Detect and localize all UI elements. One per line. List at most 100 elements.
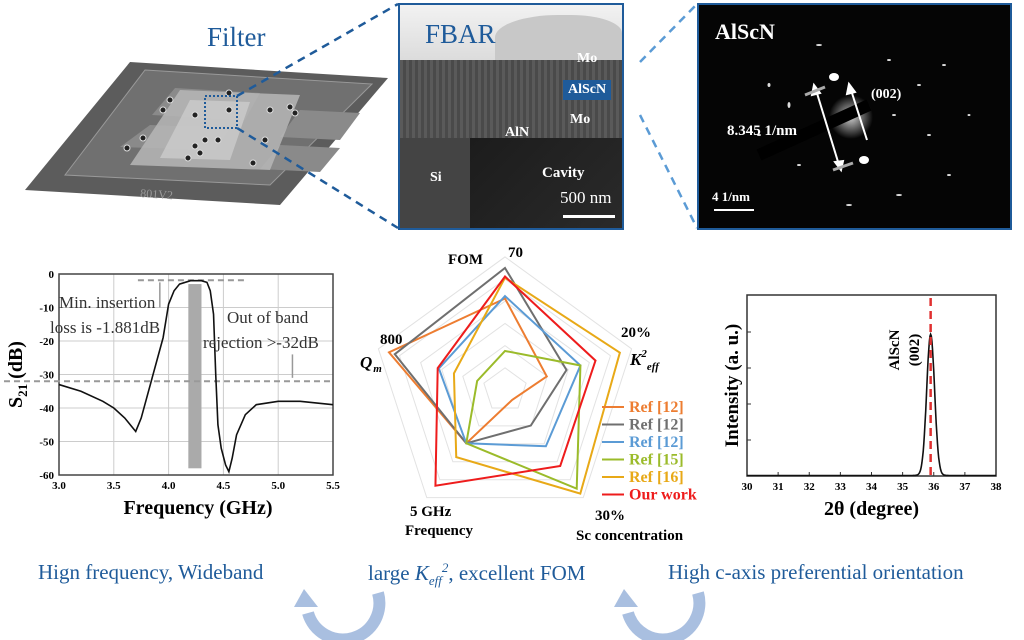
x-tick-label: 31	[773, 481, 784, 493]
tem-scale-bar-label: 4 1/nm	[712, 189, 750, 204]
x-tick-label: 37	[959, 481, 971, 493]
caption-large-keff: large Keff2, excellent FOM	[368, 560, 585, 589]
radar-chart: FOM 70 20% K2eff 30% Sc concentration 5 GHz Fre…	[360, 245, 697, 544]
annotation-text: loss is -1.881dB	[50, 318, 160, 337]
legend-label: Ref [12]	[629, 434, 684, 451]
axis-max-freq: 5 GHz	[410, 504, 452, 520]
axis-label-sc: Sc concentration	[576, 528, 684, 544]
sem-label-si: Si	[430, 170, 442, 185]
tem-plane-label: (002)	[871, 87, 902, 102]
legend-label: Ref [16]	[629, 469, 684, 486]
x-tick-label: 3.0	[52, 480, 66, 492]
x-tick-label: 5.5	[326, 480, 340, 492]
x-tick-label: 32	[804, 481, 816, 493]
y-axis-label: Intensity (a. u.)	[722, 324, 743, 448]
caption-prefix: large	[368, 561, 415, 585]
x-tick-label: 3.5	[107, 480, 121, 492]
sem-label-mo-bottom: Mo	[570, 112, 591, 127]
x-tick-label: 30	[742, 481, 754, 493]
keff-sub: eff	[647, 361, 660, 373]
plot-frame	[58, 273, 334, 476]
legend-label: Ref [15]	[629, 452, 684, 469]
axis-max-fom: 70	[508, 245, 523, 261]
s21-curve	[58, 279, 334, 474]
caption-sub: eff	[428, 573, 442, 589]
legend-label: Ref [12]	[629, 417, 684, 434]
x-axis-label: Frequency (GHz)	[123, 497, 272, 519]
passband-bar	[188, 284, 202, 469]
y-tick-label: -30	[39, 370, 54, 382]
caption-c-axis: High c-axis preferential orientation	[668, 560, 964, 584]
arrow-head-icon	[294, 589, 318, 607]
radar-series-3	[465, 349, 582, 491]
qm-q: Q	[360, 353, 372, 372]
y-axis-label-main: S	[5, 397, 27, 408]
y-tick-label: 0	[49, 269, 55, 281]
x-tick-label: 36	[928, 481, 940, 493]
qm-sub: m	[373, 363, 382, 375]
plot-frame	[746, 294, 997, 477]
radar-series-1	[393, 266, 568, 445]
sem-label-aln: AlN	[505, 125, 530, 140]
y-tick-label: -10	[39, 303, 54, 315]
axis-label-qm: Qm	[360, 353, 382, 375]
annotation-text: Out of band	[227, 308, 309, 327]
radar-grid-ring	[483, 367, 527, 409]
axis-label-fom: FOM	[448, 252, 483, 268]
cycle-arrows	[294, 589, 706, 640]
legend-label: Our work	[629, 487, 697, 504]
y-tick-label: -20	[39, 336, 54, 348]
radar-grid-ring	[398, 278, 612, 481]
axis-label-keff: K2eff	[629, 348, 660, 373]
caption-sup: 2	[441, 560, 449, 575]
axis-max-keff: 20%	[621, 325, 651, 341]
xrd-chart: 30 31 32 33 34 35 36 37 38 AlScN (002) 2θ (degree) I…	[722, 294, 1003, 520]
x-tick-label: 38	[991, 481, 1003, 493]
zoom-connector-lines-2	[638, 3, 699, 229]
x-tick-label: 33	[835, 481, 847, 493]
radar-series-2	[437, 294, 582, 448]
sem-label-mo-top: Mo	[577, 51, 598, 66]
curved-arrow-icon	[302, 591, 386, 640]
radar-series-0	[387, 297, 549, 445]
annotation-text: rejection >-32dB	[203, 333, 319, 352]
arrow-head-icon	[614, 589, 638, 607]
sem-label-cavity: Cavity	[542, 165, 585, 181]
tem-diffraction-image: AlScN (002) 8.345 1/nm 4 1/nm	[697, 3, 1012, 230]
y-tick-label: -60	[39, 470, 54, 482]
peak-label: (002)	[907, 334, 923, 367]
zoom-connector-lines	[236, 2, 399, 230]
caption-high-frequency: Hign frequency, Wideband	[38, 560, 264, 584]
radar-grid-ring	[420, 300, 590, 463]
y-tick-label: -40	[39, 403, 54, 415]
axis-max-sc: 30%	[595, 508, 625, 524]
annotation-text: Min. insertion	[59, 293, 156, 312]
caption-suffix: , excellent FOM	[448, 561, 586, 585]
tem-distance-label: 8.345 1/nm	[727, 123, 798, 139]
radar-series-5	[434, 275, 597, 487]
chip-label: 801V2	[140, 186, 174, 202]
filter-title: Filter	[207, 22, 266, 52]
y-axis-label: S21 (dB)	[5, 341, 30, 408]
x-tick-label: 4.0	[162, 480, 176, 492]
xrd-curve	[747, 332, 996, 477]
sem-scale-bar	[563, 215, 615, 218]
y-tick-label: -50	[39, 437, 54, 449]
keff-sup: 2	[640, 348, 647, 360]
tem-title: AlScN	[715, 19, 775, 44]
axis-max-qm: 800	[380, 332, 403, 348]
caption-k: K	[414, 561, 429, 585]
x-tick-label: 4.5	[217, 480, 231, 492]
x-tick-label: 5.0	[271, 480, 285, 492]
radar-series-4	[452, 276, 622, 495]
keff-k: K	[629, 350, 643, 369]
top-illustrations: 801V2	[25, 2, 699, 230]
curved-arrow-icon	[622, 591, 706, 640]
y-axis-label-sub: 21	[15, 384, 30, 397]
sem-label-alscn: AlScN	[563, 80, 612, 100]
filter-chip-image: 801V2	[25, 62, 388, 205]
sem-scale-bar-label: 500 nm	[560, 188, 612, 207]
x-tick-label: 35	[897, 481, 909, 493]
x-tick-label: 34	[866, 481, 878, 493]
sem-image: FBAR Mo AlScN Mo AlN Si Cavity 500 nm	[398, 3, 624, 230]
